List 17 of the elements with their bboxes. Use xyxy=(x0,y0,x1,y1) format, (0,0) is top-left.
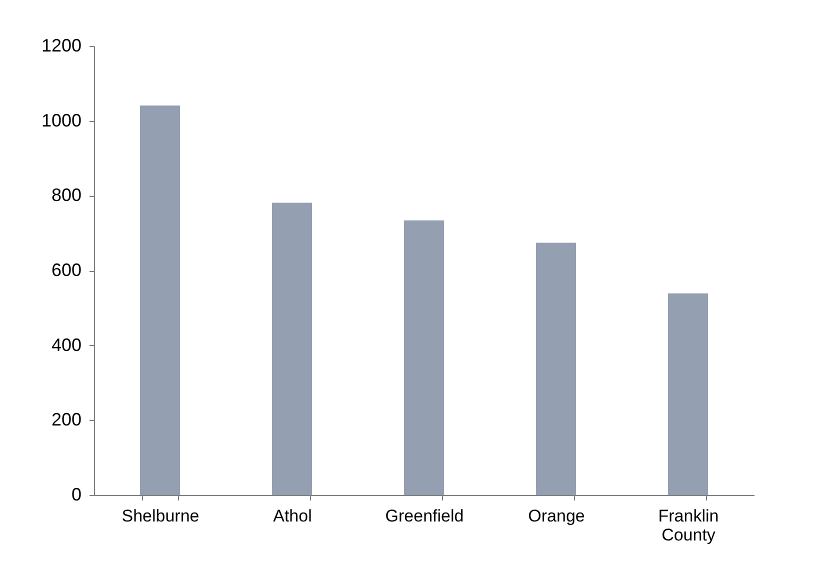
y-tick-label: 200 xyxy=(51,410,82,430)
x-tick-label: Athol xyxy=(273,506,312,526)
y-tick-label: 1200 xyxy=(41,36,82,56)
x-tick-label: Shelburne xyxy=(122,506,200,526)
bar xyxy=(536,242,576,495)
y-tick-label: 400 xyxy=(51,334,82,355)
x-tick-label: Greenfield xyxy=(385,506,464,526)
y-tick-label: 800 xyxy=(51,185,82,206)
x-tick-label: Orange xyxy=(528,506,585,526)
bar xyxy=(404,220,444,495)
bar xyxy=(668,293,708,495)
bar xyxy=(272,202,312,495)
y-tick-label: 0 xyxy=(71,484,82,504)
x-tick-label: Franklin County xyxy=(658,506,719,544)
y-tick-label: 600 xyxy=(51,260,82,280)
y-tick-label: 1000 xyxy=(41,110,82,130)
bar xyxy=(140,105,180,495)
